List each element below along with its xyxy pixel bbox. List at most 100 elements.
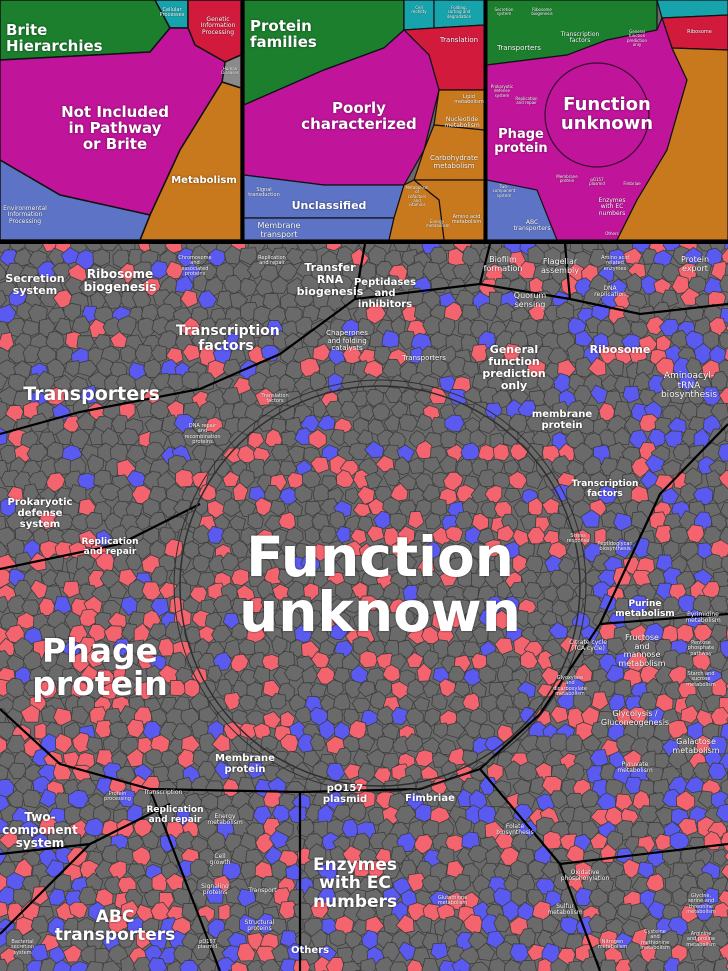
cell <box>277 568 295 587</box>
cell <box>356 429 374 447</box>
cell <box>421 875 443 893</box>
cell <box>316 305 337 323</box>
cell <box>329 510 347 530</box>
function-unknown-circle <box>179 385 581 787</box>
main-label-ribosome: Ribosome <box>589 343 651 356</box>
cell <box>216 679 233 697</box>
cell <box>156 303 177 322</box>
cell <box>117 483 136 504</box>
cell <box>573 663 593 684</box>
cell <box>0 886 16 906</box>
p3-blue-region <box>487 179 558 240</box>
cell <box>100 244 119 252</box>
cell <box>438 678 457 698</box>
cell <box>499 846 520 867</box>
cell <box>36 370 56 391</box>
main-label-quorum: Quorum sensing <box>513 291 547 309</box>
cell <box>287 445 306 464</box>
cell <box>414 915 433 933</box>
cell <box>725 683 728 691</box>
cell <box>518 959 537 971</box>
cell <box>0 778 15 798</box>
cell <box>476 942 496 962</box>
cell <box>471 512 490 532</box>
cell <box>625 272 644 293</box>
cell <box>549 790 569 810</box>
cell <box>443 773 464 793</box>
cell <box>565 734 583 753</box>
cell <box>613 426 631 446</box>
cell <box>382 612 400 630</box>
cell <box>413 301 432 322</box>
cell <box>414 749 434 768</box>
cell <box>229 515 246 531</box>
cell <box>329 428 348 447</box>
cell <box>309 682 328 700</box>
p3-orange-region <box>616 47 728 240</box>
cell <box>124 661 143 684</box>
cell <box>677 733 696 754</box>
cell <box>120 899 141 919</box>
cell <box>646 958 665 971</box>
cell <box>239 913 257 935</box>
cell <box>0 386 19 406</box>
cell <box>24 244 43 253</box>
cell <box>13 858 33 879</box>
cell <box>53 707 73 728</box>
cell <box>686 917 706 936</box>
cell <box>381 553 399 571</box>
sm-transcription-b: Transcription <box>143 789 183 796</box>
cell <box>581 734 602 752</box>
cell <box>358 595 378 614</box>
cell <box>501 262 524 282</box>
cell <box>270 443 291 461</box>
cell <box>684 467 703 489</box>
cell <box>26 960 44 971</box>
cell <box>212 427 232 447</box>
cell <box>608 693 626 711</box>
cell <box>725 517 728 530</box>
cell <box>299 414 321 432</box>
cell <box>589 832 609 850</box>
cell <box>239 277 259 298</box>
cell <box>399 859 417 879</box>
main-label-two-comp: Two- component system <box>2 810 78 850</box>
cell <box>501 372 520 392</box>
label-not-included: Not Included in Pathway or Brite <box>61 103 169 154</box>
boundary-left-mid <box>0 503 201 571</box>
cell <box>647 900 668 920</box>
cell <box>720 502 728 520</box>
cell <box>240 526 257 547</box>
cell <box>645 930 663 949</box>
cell <box>318 719 336 741</box>
p3-label-abc: ABC transporters <box>513 219 551 233</box>
cell <box>541 497 560 516</box>
cell <box>348 442 369 461</box>
cell <box>646 483 666 505</box>
cell <box>326 706 343 725</box>
cell <box>382 582 401 601</box>
sm-glyoxylate: Glyoxylate and dicarboxylate metabolism <box>553 675 587 698</box>
cell <box>102 791 121 811</box>
cell <box>84 511 103 529</box>
cell <box>527 497 544 518</box>
cell <box>496 524 516 543</box>
cell <box>68 789 90 809</box>
boundary-right-col <box>563 244 572 300</box>
cell <box>365 748 386 768</box>
sm-transport: Transport <box>248 887 277 894</box>
cell <box>236 942 256 962</box>
cell <box>71 651 90 674</box>
cell <box>631 927 651 948</box>
cell <box>383 274 403 294</box>
cell <box>494 637 514 656</box>
cell <box>0 331 15 352</box>
cell <box>120 344 137 364</box>
cell <box>686 524 705 544</box>
cell <box>302 470 322 489</box>
cell <box>565 482 587 503</box>
cell <box>493 413 512 432</box>
cell <box>407 510 425 530</box>
cell <box>335 525 351 544</box>
cell <box>280 538 300 558</box>
